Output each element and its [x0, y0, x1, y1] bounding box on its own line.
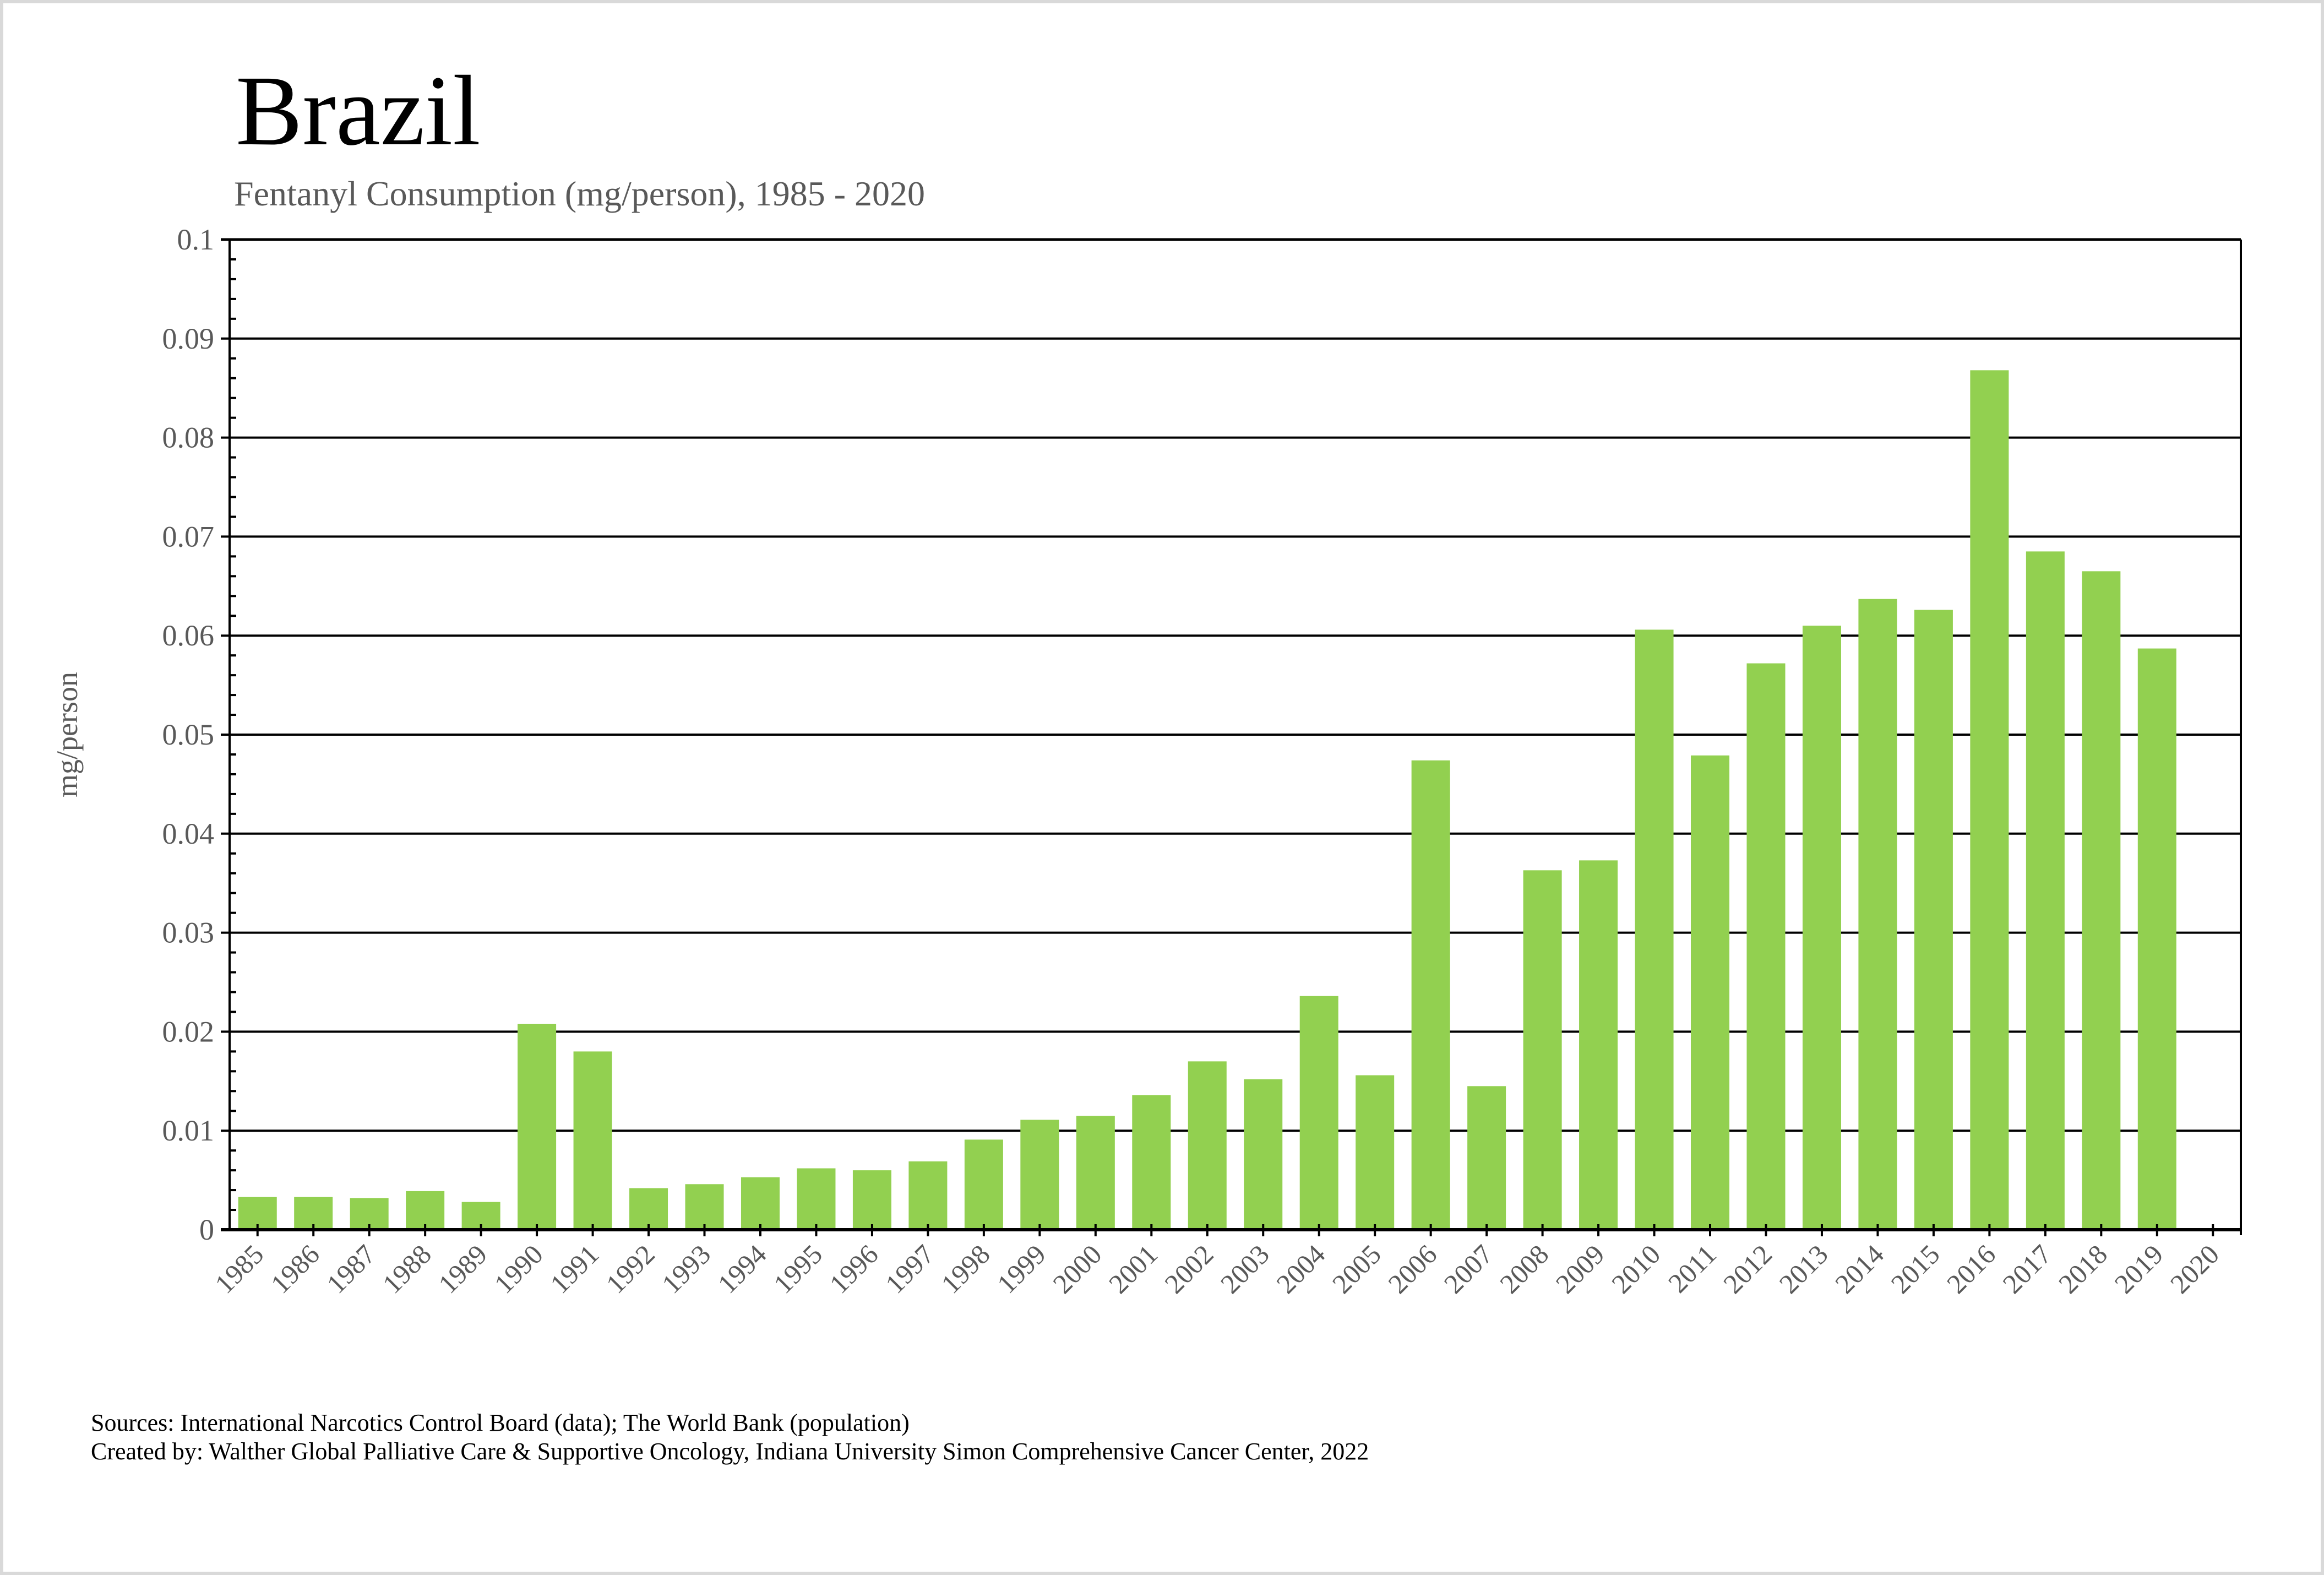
bar-2018 [2082, 571, 2121, 1230]
bar-2007 [1467, 1086, 1506, 1230]
bar-1995 [797, 1168, 836, 1230]
bar-2013 [1802, 626, 1841, 1230]
x-tick-label: 2015 [1885, 1239, 1945, 1299]
x-tick-label: 2007 [1438, 1239, 1499, 1299]
x-tick-label: 2014 [1829, 1239, 1890, 1299]
x-tick-label: 1990 [488, 1239, 549, 1299]
bar-2005 [1356, 1075, 1395, 1230]
y-tick-label: 0.03 [162, 916, 215, 949]
x-tick-label: 2008 [1494, 1239, 1554, 1299]
bar-2017 [2026, 551, 2065, 1230]
x-tick-label: 2000 [1047, 1239, 1107, 1299]
x-tick-label: 1986 [265, 1239, 325, 1299]
bar-1998 [964, 1139, 1003, 1230]
x-tick-label: 2017 [1996, 1239, 2057, 1299]
y-tick-label: 0 [199, 1213, 214, 1246]
bar-2019 [2137, 648, 2176, 1230]
y-tick-label: 0.06 [162, 619, 215, 652]
x-tick-label: 1995 [768, 1239, 828, 1299]
bars [238, 370, 2176, 1230]
x-tick-label: 2005 [1326, 1239, 1387, 1299]
bar-2006 [1411, 760, 1450, 1230]
bar-1993 [685, 1184, 724, 1230]
x-tick-label: 2004 [1270, 1239, 1331, 1299]
x-tick-label: 2013 [1773, 1239, 1833, 1299]
bar-2011 [1691, 755, 1730, 1230]
x-tick-label: 2019 [2108, 1239, 2169, 1299]
bar-2009 [1579, 860, 1618, 1230]
bar-2014 [1858, 599, 1897, 1230]
bar-2001 [1132, 1095, 1171, 1230]
y-tick-label: 0.1 [177, 223, 215, 256]
bar-1997 [908, 1161, 948, 1230]
y-tick-label: 0.07 [162, 520, 215, 553]
x-tick-label: 1992 [600, 1239, 661, 1299]
bar-1996 [852, 1170, 891, 1230]
bar-2008 [1523, 870, 1562, 1230]
y-tick-label: 0.08 [162, 421, 215, 454]
bar-1990 [518, 1024, 557, 1230]
y-tick-labels: 0 0.01 0.02 0.03 0.04 0.05 0.06 0.07 0.08 0.09 0.1 [162, 223, 215, 1246]
x-tick-label: 1997 [879, 1239, 940, 1299]
bar-1992 [629, 1188, 668, 1230]
bar-1991 [573, 1051, 612, 1230]
x-tick-label: 2016 [1941, 1239, 2001, 1299]
y-tick-label: 0.05 [162, 718, 215, 751]
x-tick-label: 2011 [1662, 1239, 1722, 1299]
gridlines [221, 337, 2241, 1132]
bar-2012 [1746, 663, 1786, 1230]
bar-1999 [1020, 1120, 1059, 1230]
bar-2000 [1076, 1116, 1115, 1230]
y-tick-label: 0.02 [162, 1015, 215, 1048]
y-tick-label: 0.04 [162, 817, 215, 850]
x-tick-label: 2010 [1605, 1239, 1666, 1299]
x-tick-label: 1989 [432, 1239, 493, 1299]
bar-1994 [741, 1177, 780, 1230]
chart-title: Brazil [236, 56, 481, 166]
bar-2016 [1970, 370, 2009, 1230]
bar-2010 [1635, 629, 1674, 1230]
x-tick-label: 2020 [2164, 1239, 2225, 1299]
chart-subtitle: Fentanyl Consumption (mg/person), 1985 -… [234, 174, 925, 213]
y-tick-label: 0.09 [162, 322, 215, 355]
x-tick-label: 1998 [935, 1239, 995, 1299]
x-tick-label: 1987 [320, 1239, 381, 1299]
bar-2002 [1188, 1061, 1227, 1230]
x-tick-label: 1996 [823, 1239, 884, 1299]
bar-2004 [1299, 996, 1338, 1230]
x-tick-label: 2002 [1158, 1239, 1219, 1299]
footer-created-by: Created by: Walther Global Palliative Ca… [91, 1438, 1369, 1465]
x-tick-label: 2009 [1550, 1239, 1610, 1299]
x-tick-label: 1993 [656, 1239, 716, 1299]
bar-2003 [1244, 1079, 1283, 1230]
x-tick-labels: 1985198619871988198919901991199219931994… [209, 1239, 2225, 1299]
x-tick-label: 2006 [1382, 1239, 1443, 1299]
x-tick-label: 1988 [377, 1239, 437, 1299]
x-tick-label: 2018 [2053, 1239, 2113, 1299]
bar-1988 [406, 1191, 445, 1230]
y-tick-label: 0.01 [162, 1114, 215, 1147]
bar-2015 [1914, 610, 1953, 1230]
x-tick-label: 2001 [1103, 1239, 1163, 1299]
axes [221, 238, 2242, 1236]
x-tick-label: 1985 [209, 1239, 269, 1299]
footer-sources: Sources: International Narcotics Control… [91, 1409, 910, 1436]
x-tick-label: 1999 [991, 1239, 1052, 1299]
y-axis-label: mg/person [51, 672, 84, 797]
x-tick-label: 1991 [544, 1239, 605, 1299]
x-tick-label: 1994 [711, 1239, 772, 1299]
x-tick-label: 2012 [1717, 1239, 1778, 1299]
x-tick-label: 2003 [1215, 1239, 1275, 1299]
